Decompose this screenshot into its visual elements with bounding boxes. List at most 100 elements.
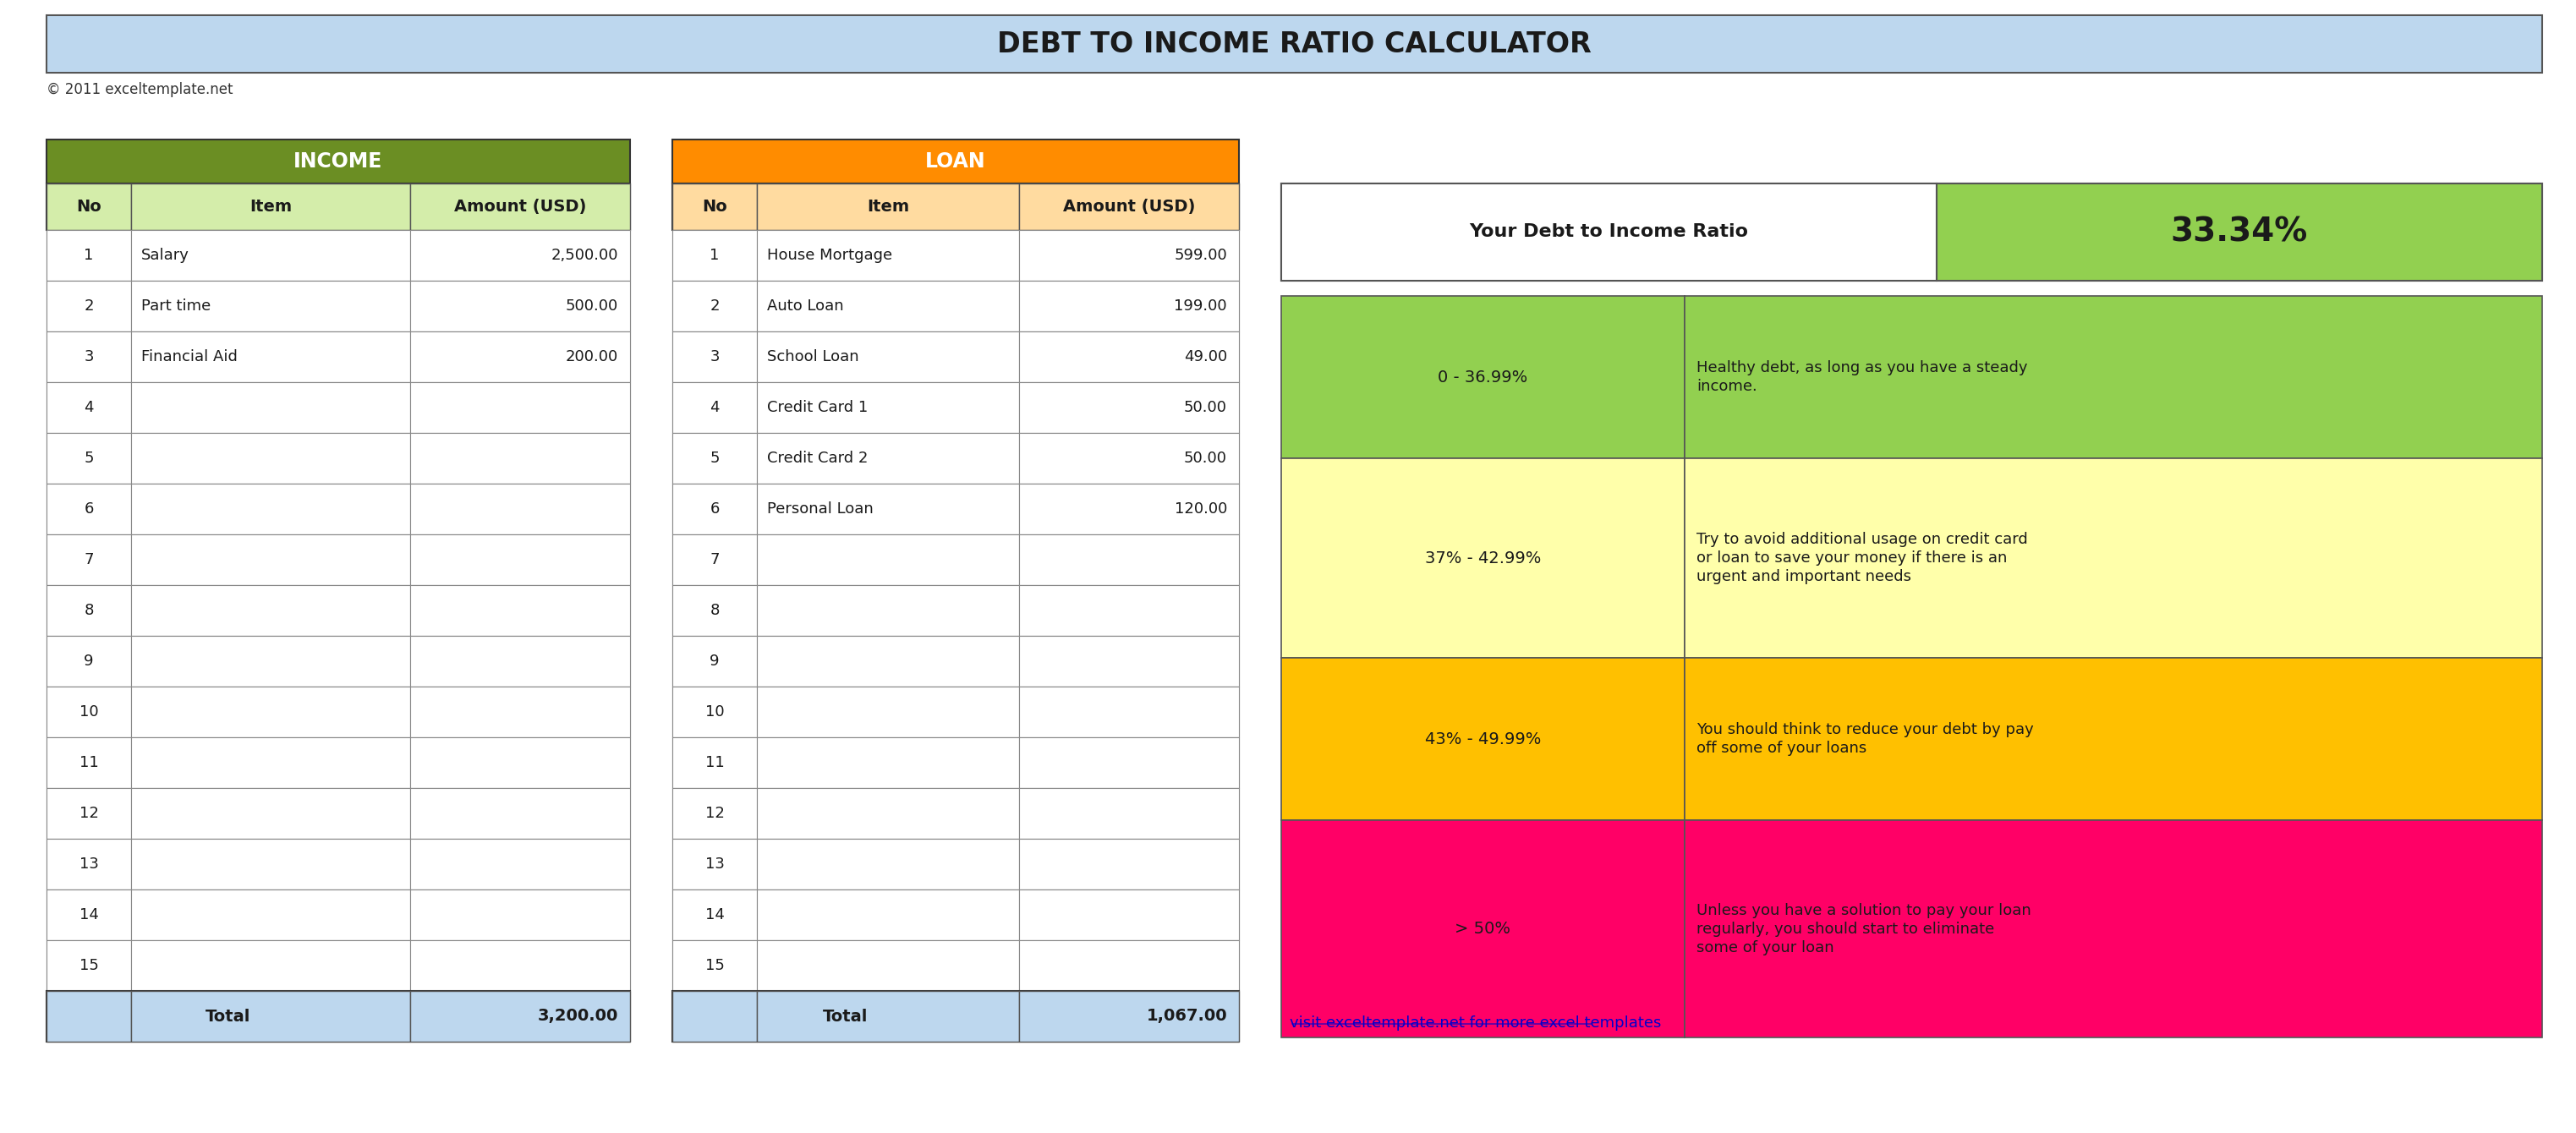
Bar (1020, 484, 1239, 535)
Bar (131, 433, 410, 484)
Bar (1020, 382, 1239, 433)
Text: some of your loan: some of your loan (1698, 939, 1834, 955)
Text: LOAN: LOAN (925, 152, 987, 171)
Bar (1685, 658, 2543, 820)
Bar (672, 940, 1239, 991)
Bar (46, 636, 631, 687)
Text: urgent and important needs: urgent and important needs (1698, 569, 1911, 585)
Text: 1: 1 (85, 248, 93, 263)
Bar (672, 687, 757, 738)
Text: 5: 5 (711, 451, 719, 466)
Bar (672, 940, 757, 991)
Bar (757, 433, 1020, 484)
Bar (1020, 281, 1239, 332)
Bar (131, 940, 410, 991)
Bar (672, 184, 757, 230)
Text: 10: 10 (706, 705, 724, 719)
Text: Amount (USD): Amount (USD) (453, 198, 587, 215)
Bar (131, 838, 410, 889)
Text: 8: 8 (85, 603, 93, 619)
Text: 2,500.00: 2,500.00 (551, 248, 618, 263)
Text: 4: 4 (711, 400, 719, 415)
Text: 11: 11 (80, 755, 98, 770)
Bar (410, 940, 631, 991)
Text: 200.00: 200.00 (567, 349, 618, 365)
Bar (46, 184, 131, 230)
Bar (1280, 658, 1685, 820)
Text: 120.00: 120.00 (1175, 502, 1226, 517)
Bar (410, 484, 631, 535)
Bar (131, 382, 410, 433)
Bar (131, 184, 410, 230)
Bar (672, 535, 1239, 585)
Text: 6: 6 (711, 502, 719, 517)
Bar (46, 585, 631, 636)
Bar (672, 738, 757, 789)
Text: Try to avoid additional usage on credit card: Try to avoid additional usage on credit … (1698, 531, 2027, 547)
Text: No: No (77, 198, 100, 215)
Bar (1020, 738, 1239, 789)
Text: 6: 6 (85, 502, 93, 517)
Text: 50.00: 50.00 (1185, 451, 1226, 466)
Bar (757, 940, 1020, 991)
Bar (1020, 535, 1239, 585)
Text: Your Debt to Income Ratio: Your Debt to Income Ratio (1468, 223, 1749, 240)
Bar (757, 838, 1020, 889)
Bar (46, 230, 631, 281)
Text: Amount (USD): Amount (USD) (1064, 198, 1195, 215)
Text: 15: 15 (706, 959, 724, 973)
Bar (410, 535, 631, 585)
Text: Auto Loan: Auto Loan (768, 298, 845, 314)
Text: 37% - 42.99%: 37% - 42.99% (1425, 550, 1540, 566)
Bar (672, 889, 1239, 940)
Bar (46, 281, 631, 332)
Bar (1685, 458, 2543, 658)
Bar (131, 789, 410, 838)
Bar (131, 230, 410, 281)
Bar (672, 230, 1239, 281)
Bar (672, 838, 757, 889)
Bar (672, 332, 1239, 382)
Text: 8: 8 (711, 603, 719, 619)
Bar (46, 889, 631, 940)
Bar (757, 789, 1020, 838)
Text: 199.00: 199.00 (1175, 298, 1226, 314)
Text: 49.00: 49.00 (1185, 349, 1226, 365)
Bar (672, 789, 757, 838)
Text: Healthy debt, as long as you have a steady: Healthy debt, as long as you have a stea… (1698, 360, 2027, 375)
Bar (410, 332, 631, 382)
Bar (1937, 184, 2543, 281)
Text: 9: 9 (711, 654, 719, 668)
Bar (46, 382, 131, 433)
Bar (46, 433, 631, 484)
Bar (672, 332, 757, 382)
Bar (672, 433, 757, 484)
Text: 10: 10 (80, 705, 98, 719)
Bar (672, 139, 1239, 184)
Bar (672, 991, 757, 1041)
Text: 3,200.00: 3,200.00 (538, 1008, 618, 1024)
Bar (672, 687, 1239, 738)
Text: School Loan: School Loan (768, 349, 858, 365)
Text: 50.00: 50.00 (1185, 400, 1226, 415)
Bar (672, 230, 757, 281)
Bar (1280, 184, 2543, 281)
Bar (757, 332, 1020, 382)
Bar (672, 889, 757, 940)
Bar (131, 281, 410, 332)
Text: Part time: Part time (142, 298, 211, 314)
Bar (672, 636, 757, 687)
Text: 14: 14 (706, 908, 724, 922)
Text: 0 - 36.99%: 0 - 36.99% (1437, 369, 1528, 385)
Bar (46, 382, 631, 433)
Bar (757, 991, 1020, 1041)
Text: 43% - 49.99%: 43% - 49.99% (1425, 731, 1540, 747)
Bar (46, 230, 131, 281)
Bar (410, 738, 631, 789)
Bar (1020, 332, 1239, 382)
Text: 5: 5 (85, 451, 93, 466)
Bar (1685, 820, 2543, 1038)
Bar (672, 991, 1239, 1041)
Bar (1020, 789, 1239, 838)
Bar (1020, 940, 1239, 991)
